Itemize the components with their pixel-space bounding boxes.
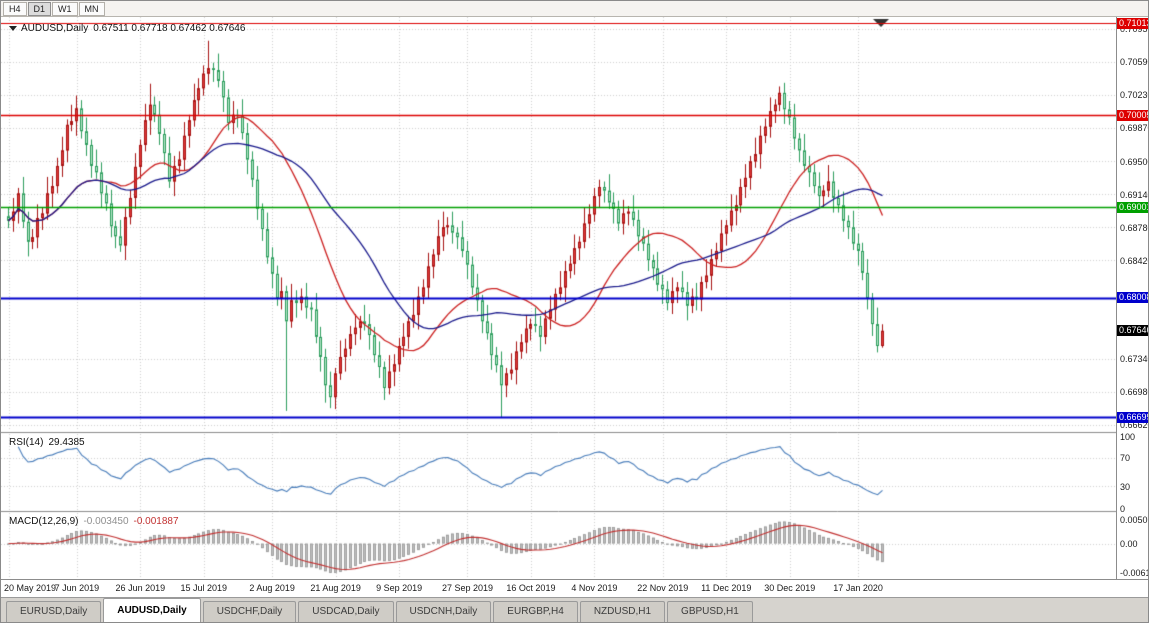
date-tick-label: 11 Dec 2019 xyxy=(701,583,752,593)
chart-tab-nzdusd[interactable]: NZDUSD,H1 xyxy=(579,601,666,622)
timeframe-button-mn[interactable]: MN xyxy=(78,1,105,16)
date-tick-label: 2 Aug 2019 xyxy=(249,583,295,593)
chart-tabs: EURUSD,Daily AUDUSD,Daily USDCHF,Daily USDC… xyxy=(1,597,1148,622)
rsi-axis-label: 0 xyxy=(1120,503,1126,514)
timeframe-button-w1[interactable]: W1 xyxy=(52,1,78,16)
chart-dropdown-icon xyxy=(9,25,17,31)
date-tick-label: 17 Jan 2020 xyxy=(833,583,883,593)
date-tick-label: 4 Nov 2019 xyxy=(571,583,618,593)
chart-tab-usdcnh[interactable]: USDCNH,Daily xyxy=(395,601,492,622)
timeframe-button-h4[interactable]: H4 xyxy=(3,1,27,16)
macd-axis-label: 0.005076 xyxy=(1120,514,1148,525)
macd-signal-value: -0.001887 xyxy=(133,516,179,527)
date-tick-label: 9 Sep 2019 xyxy=(376,583,423,593)
date-tick-label: 22 Nov 2019 xyxy=(637,583,689,593)
price-tag-0.66699: 0.66699 xyxy=(1117,411,1149,423)
price-tag-0.69001: 0.69001 xyxy=(1117,201,1149,213)
rsi-label: RSI(14) xyxy=(9,437,44,448)
chart-title: AUDUSD,Daily 0.67511 0.67718 0.67462 0.67… xyxy=(9,23,245,34)
rsi-axis-label: 100 xyxy=(1120,431,1136,442)
date-axis[interactable]: 20 May 2019 7 Jun 2019 26 Jun 2019 15 Jul 2… xyxy=(1,579,1148,598)
rsi-axis-label: 30 xyxy=(1120,481,1131,492)
rsi-indicator-title: RSI(14) 29.4385 xyxy=(9,437,85,448)
rsi-axis-label: 70 xyxy=(1120,453,1131,464)
chart-ohlc-values: 0.67511 0.67718 0.67462 0.67646 xyxy=(93,23,246,34)
chart-tab-eurusd[interactable]: EURUSD,Daily xyxy=(6,601,102,622)
price-tag-0.68008: 0.68008 xyxy=(1117,292,1149,304)
macd-indicator-title: MACD(12,26,9) -0.003450 -0.001887 xyxy=(9,516,179,527)
price-axis-label: 0.66620 xyxy=(1120,420,1148,431)
date-tick-label: 21 Aug 2019 xyxy=(310,583,361,593)
date-tick-label: 16 Oct 2019 xyxy=(506,583,556,593)
date-tick-label: 26 Jun 2019 xyxy=(115,583,166,593)
main-chart-canvas[interactable] xyxy=(1,17,1116,579)
price-tag-0.71013: 0.71013 xyxy=(1117,17,1149,29)
date-tick-label: 20 May 2019 xyxy=(4,583,57,593)
timeframe-toolbar: H4 D1 W1 MN xyxy=(1,1,1148,17)
date-tick-label: 7 Jun 2019 xyxy=(54,583,100,593)
chart-tab-eurgbp[interactable]: EURGBP,H4 xyxy=(493,601,578,622)
timeframe-button-d1[interactable]: D1 xyxy=(27,1,52,16)
chart-tab-usdchf[interactable]: USDCHF,Daily xyxy=(202,601,297,622)
date-tick-label: 27 Sep 2019 xyxy=(441,583,493,593)
date-tick-label: 30 Dec 2019 xyxy=(764,583,816,593)
date-tick-label: 15 Jul 2019 xyxy=(180,583,228,593)
macd-axis-label: -0.006148 xyxy=(1120,568,1148,579)
chart-tab-audusd[interactable]: AUDUSD,Daily xyxy=(103,598,201,622)
chart-tab-usdcad[interactable]: USDCAD,Daily xyxy=(298,601,394,622)
chart-tab-gbpusd[interactable]: GBPUSD,H1 xyxy=(667,601,753,622)
macd-label: MACD(12,26,9) xyxy=(9,516,79,527)
macd-axis-label: 0.00 xyxy=(1120,539,1138,550)
macd-value: -0.003450 xyxy=(83,516,129,527)
price-tag-0.67646: 0.67646 xyxy=(1117,325,1149,337)
chart-symbol-label: AUDUSD,Daily xyxy=(21,23,89,34)
rsi-value: 29.4385 xyxy=(48,437,85,448)
price-tag-0.70005: 0.70005 xyxy=(1117,109,1149,121)
